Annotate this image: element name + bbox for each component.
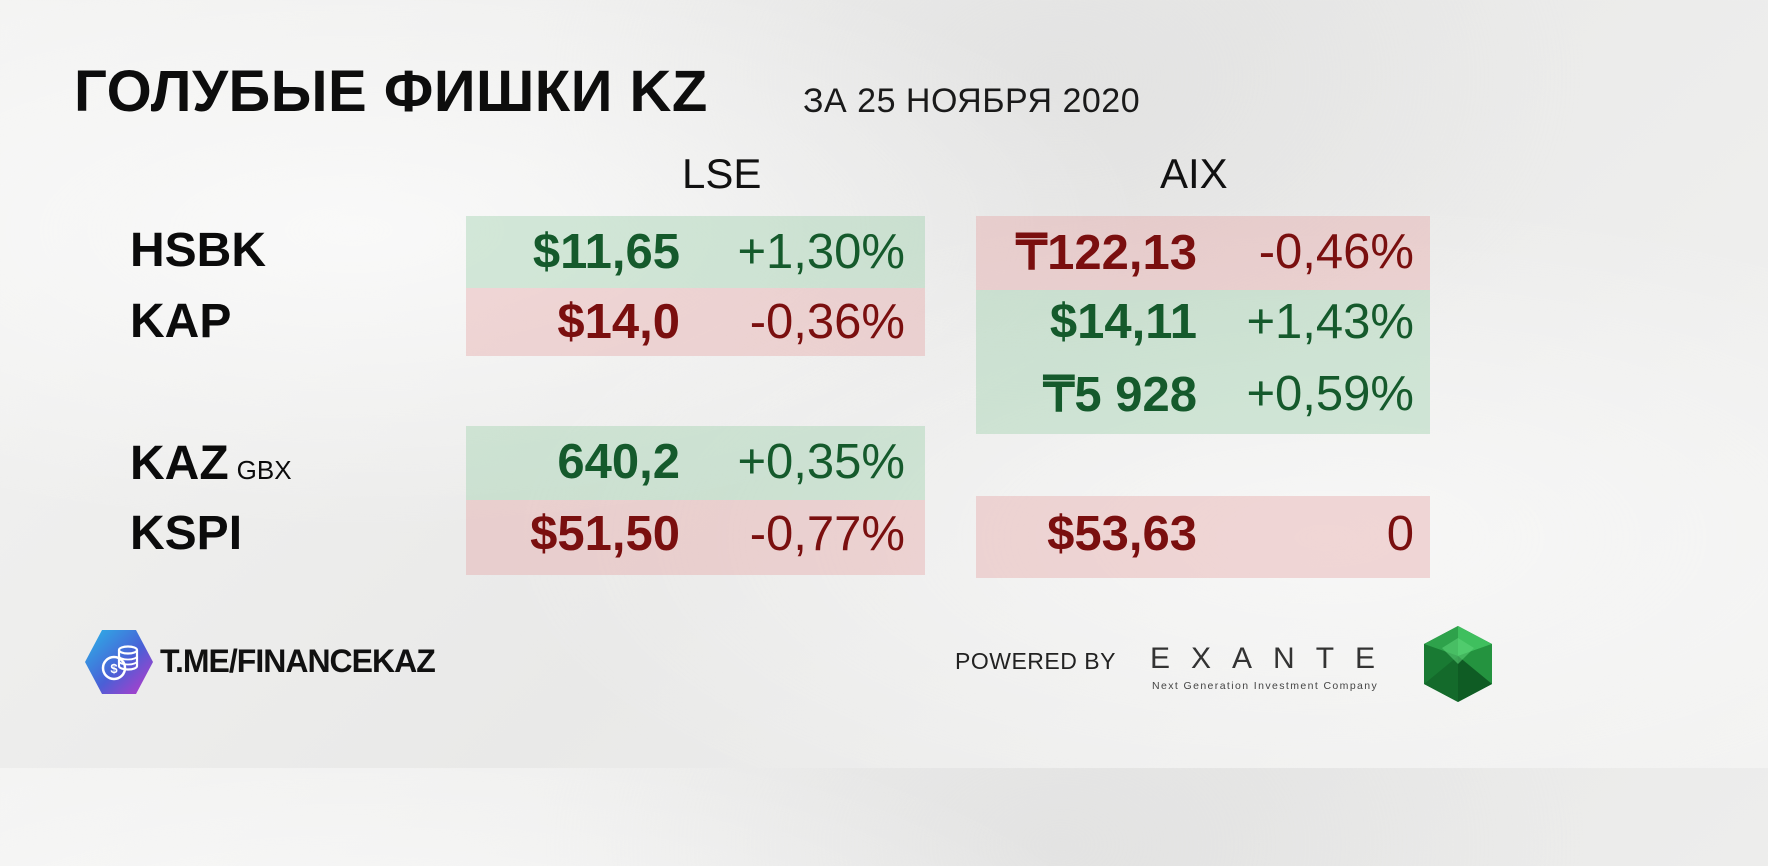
brand-tagline: Next Generation Investment Company	[1152, 680, 1379, 692]
aix-kspi-row: $53,63 0	[976, 496, 1430, 578]
lse-kspi-change: -0,77%	[749, 507, 905, 561]
aix-kap-price: $14,11	[1049, 295, 1197, 349]
aix-kap-change: +1,43%	[1246, 295, 1414, 349]
aix-extra-price: ₸5 928	[1043, 368, 1197, 422]
aix-hsbk-price: ₸122,13	[1015, 226, 1197, 280]
aix-kspi-price: $53,63	[1047, 507, 1197, 561]
lse-kap-change: -0,36%	[749, 295, 905, 349]
aix-hsbk-row: ₸122,13 -0,46%	[976, 216, 1430, 290]
ticker-kaz-unit: GBX	[236, 455, 292, 485]
lse-kspi-row: $51,50 -0,77%	[466, 500, 925, 575]
lse-kap-price: $14,0	[557, 295, 680, 349]
channel-link[interactable]: T.ME/FINANCEKAZ	[160, 643, 436, 679]
page-title: ГОЛУБЫЕ ФИШКИ KZ	[74, 59, 708, 124]
powered-by-label: POWERED BY	[955, 648, 1116, 674]
aix-extra-change: +0,59%	[1246, 367, 1414, 421]
ticker-kspi: KSPI	[130, 507, 243, 560]
lse-kaz-change: +0,35%	[737, 435, 905, 489]
lse-kaz-row: 640,2 +0,35%	[466, 426, 925, 500]
ticker-kap: KAP	[130, 295, 232, 348]
page-subtitle: ЗА 25 НОЯБРЯ 2020	[803, 82, 1141, 120]
brand-wordmark: EXANTE	[1150, 642, 1397, 675]
ticker-hsbk: HSBK	[130, 224, 267, 277]
lse-hsbk-price: $11,65	[532, 225, 680, 279]
exchange-header-aix: AIX	[1160, 150, 1228, 197]
aix-kspi-change: 0	[1386, 507, 1414, 561]
coins-hexagon-icon: $	[84, 628, 154, 696]
lse-kap-row: $14,0 -0,36%	[466, 288, 925, 356]
ticker-kaz-label: KAZ	[130, 437, 229, 490]
lse-hsbk-row: $11,65 +1,30%	[466, 216, 925, 288]
lse-hsbk-change: +1,30%	[737, 225, 905, 279]
emerald-gem-icon	[1422, 624, 1494, 704]
lse-kaz-price: 640,2	[557, 435, 680, 489]
exchange-header-lse: LSE	[682, 150, 762, 197]
lse-kspi-price: $51,50	[530, 507, 680, 561]
svg-text:$: $	[110, 661, 118, 676]
ticker-kaz: KAZ GBX	[130, 436, 292, 491]
aix-hsbk-change: -0,46%	[1258, 225, 1414, 279]
aix-green-block: $14,11 +1,43% ₸5 928 +0,59%	[976, 290, 1430, 434]
